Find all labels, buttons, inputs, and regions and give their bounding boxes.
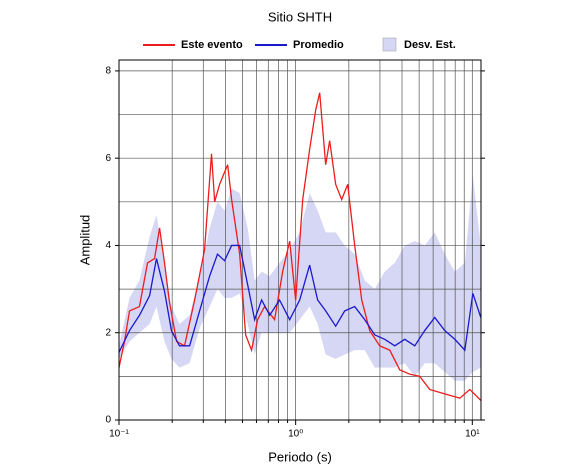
series-line xyxy=(118,244,482,353)
y-axis-label: Amplitud xyxy=(77,215,92,266)
legend-label: Este evento xyxy=(181,39,243,51)
y-tick-label: 2 xyxy=(105,327,111,338)
legend-label: Desv. Est. xyxy=(404,39,456,51)
legend-label: Promedio xyxy=(293,39,344,51)
plot-frame xyxy=(118,59,482,421)
y-tick-label: 0 xyxy=(105,415,111,426)
x-axis-label: Periodo (s) xyxy=(268,449,332,464)
x-tick-label: 10¹ xyxy=(465,429,480,440)
chart-title: Sitio SHTH xyxy=(268,9,332,24)
y-tick-label: 8 xyxy=(105,66,111,77)
x-tick-label: 10⁰ xyxy=(288,429,303,440)
std-band xyxy=(119,175,481,381)
series-line xyxy=(118,92,482,401)
legend-swatch xyxy=(382,37,397,52)
y-tick-label: 6 xyxy=(105,153,111,164)
y-tick-label: 4 xyxy=(105,240,111,251)
x-tick-label: 10⁻¹ xyxy=(109,429,129,440)
